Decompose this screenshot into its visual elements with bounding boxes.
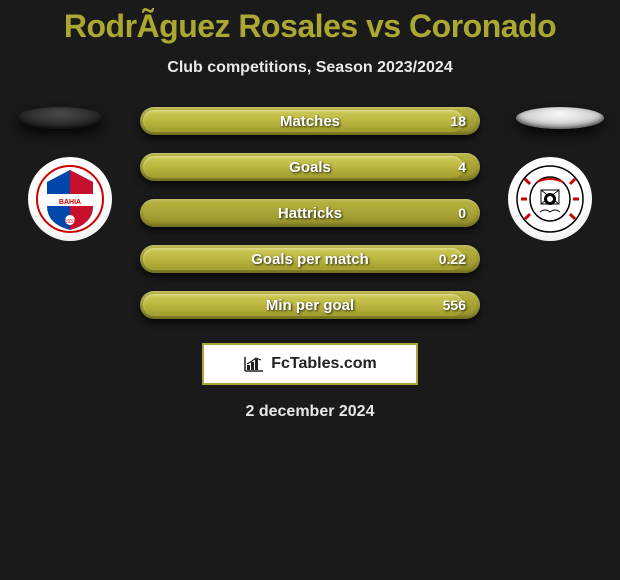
page-title: RodrÃ­guez Rosales vs Coronado bbox=[0, 0, 620, 45]
corinthians-crest-icon bbox=[515, 164, 585, 234]
stat-bar: Goals 4 bbox=[140, 153, 480, 181]
club-crest-left: BAHIA 1931 bbox=[28, 157, 112, 241]
comparison-content: BAHIA 1931 Matches 18 Goals 4 bbox=[0, 107, 620, 421]
stat-label: Hattricks bbox=[140, 205, 480, 222]
stat-bar: Goals per match 0.22 bbox=[140, 245, 480, 273]
svg-text:BAHIA: BAHIA bbox=[59, 199, 81, 206]
stat-label: Min per goal bbox=[140, 297, 480, 314]
brand-text: FcTables.com bbox=[271, 355, 377, 373]
stat-label: Matches bbox=[140, 113, 480, 130]
player-slot-left bbox=[16, 107, 104, 129]
subtitle: Club competitions, Season 2023/2024 bbox=[0, 59, 620, 77]
date-stamp: 2 december 2024 bbox=[0, 403, 620, 421]
stat-label: Goals per match bbox=[140, 251, 480, 268]
chart-icon bbox=[243, 355, 265, 373]
club-crest-right bbox=[508, 157, 592, 241]
stat-value: 4 bbox=[458, 159, 466, 175]
stat-value: 0 bbox=[458, 205, 466, 221]
stat-value: 0.22 bbox=[439, 251, 466, 267]
stat-value: 18 bbox=[450, 113, 466, 129]
stats-bars: Matches 18 Goals 4 Hattricks 0 Goals per… bbox=[140, 107, 480, 319]
stat-bar: Min per goal 556 bbox=[140, 291, 480, 319]
stat-bar: Hattricks 0 bbox=[140, 199, 480, 227]
stat-value: 556 bbox=[443, 297, 466, 313]
bahia-crest-icon: BAHIA 1931 bbox=[35, 164, 105, 234]
stat-label: Goals bbox=[140, 159, 480, 176]
svg-text:1931: 1931 bbox=[64, 219, 75, 225]
player-slot-right bbox=[516, 107, 604, 129]
brand-box[interactable]: FcTables.com bbox=[202, 343, 418, 385]
stat-bar: Matches 18 bbox=[140, 107, 480, 135]
